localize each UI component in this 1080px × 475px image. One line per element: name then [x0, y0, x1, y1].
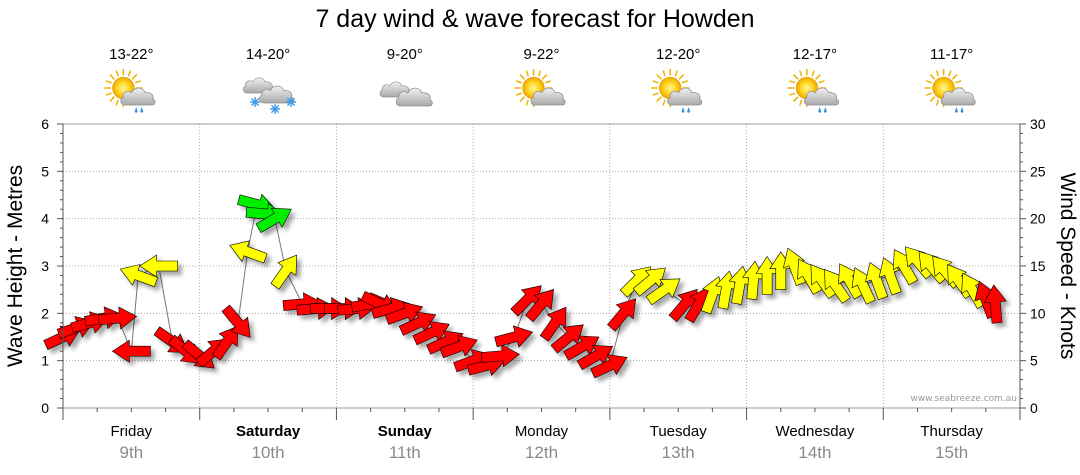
rain-icon — [134, 107, 144, 113]
left-y-axis: 0 1 2 3 4 5 6 — [41, 116, 64, 416]
sun-cloud-rain-icon — [104, 68, 156, 113]
wind-arrow — [851, 267, 876, 305]
credit-text: www.seabreeze.com.au — [910, 394, 1017, 404]
left-axis-label: Wave Height - Metres — [4, 165, 27, 367]
wind-arrow — [539, 306, 567, 342]
day-name-label: Sunday — [378, 423, 433, 440]
right-y-axis: 0 5 10 15 20 25 30 — [1019, 116, 1046, 416]
rain-icon — [681, 107, 691, 113]
wind-arrow — [480, 344, 520, 368]
snow-icon — [286, 97, 297, 107]
wind-arrow — [550, 324, 584, 354]
wind-arrow — [111, 339, 151, 363]
temperature-range: 11-17° — [930, 46, 973, 63]
wind-arrow — [632, 267, 666, 297]
day-date-label: 15th — [935, 443, 968, 462]
wind-arrow — [525, 288, 555, 323]
left-tick-label: 4 — [41, 211, 49, 227]
wind-arrow — [607, 298, 637, 332]
temperature-range: 9-22° — [523, 46, 559, 63]
day-date-label: 11th — [389, 443, 421, 462]
left-tick-label: 6 — [41, 116, 49, 132]
wind-arrow — [590, 354, 628, 379]
temperature-range: 9-20° — [387, 46, 423, 63]
x-axis: Friday 9th Saturday 10th Sunday 11th Monday 12t… — [62, 408, 1021, 462]
day-name-label: Thursday — [920, 423, 983, 440]
day-name-label: Friday — [111, 423, 153, 440]
temperature-range: 12-17° — [793, 46, 837, 63]
day-date-label: 14th — [798, 443, 831, 462]
right-axis-label: Wind Speed - Knots — [1056, 173, 1079, 360]
rain-icon — [955, 107, 964, 113]
day-date-label: 10th — [252, 443, 285, 462]
wind-arrows — [43, 193, 1007, 379]
wind-arrow — [98, 306, 138, 330]
right-tick-label: 30 — [1030, 116, 1046, 132]
temperature-range: 14-20° — [246, 46, 290, 63]
wind-arrow — [270, 254, 298, 290]
cloud-snow-icon — [243, 77, 297, 114]
wind-arrow — [645, 278, 681, 306]
right-tick-label: 0 — [1030, 400, 1038, 416]
left-tick-label: 0 — [41, 400, 49, 416]
weather-row: 13-22° 14-20° 9-20° 9-22° 12-20° 12-17° 11-17° — [104, 46, 976, 114]
sun-cloud-rain-icon — [650, 68, 703, 113]
wind-arrow — [824, 268, 851, 304]
day-name-label: Monday — [515, 423, 569, 440]
wind-arrow — [211, 325, 239, 361]
temperature-range: 12-20° — [656, 46, 700, 63]
left-tick-label: 5 — [41, 163, 49, 179]
wind-arrow — [255, 207, 292, 233]
day-name-label: Tuesday — [650, 423, 707, 440]
left-tick-label: 1 — [41, 353, 49, 369]
wind-arrow — [229, 240, 268, 264]
temperature-range: 13-22° — [109, 46, 153, 63]
right-tick-label: 5 — [1030, 353, 1038, 369]
sun-cloud-rain-icon — [787, 68, 839, 113]
snow-icon — [250, 97, 261, 107]
day-date-label: 9th — [120, 443, 144, 462]
day-name-label: Saturday — [236, 423, 301, 440]
right-tick-label: 25 — [1030, 163, 1046, 179]
wind-arrow — [439, 335, 478, 359]
day-date-label: 13th — [662, 443, 695, 462]
sun-cloud-icon — [514, 68, 566, 108]
wind-arrow — [983, 284, 1007, 324]
snow-icon — [270, 104, 281, 114]
wind-arrow — [384, 301, 424, 325]
cloud-icon — [379, 81, 433, 107]
day-date-label: 12th — [525, 443, 558, 462]
right-tick-label: 15 — [1030, 258, 1046, 274]
wind-arrow — [119, 264, 159, 288]
right-tick-label: 10 — [1030, 305, 1046, 321]
left-tick-label: 3 — [41, 258, 49, 274]
day-name-label: Wednesday — [775, 423, 854, 440]
wind-arrow — [221, 304, 251, 338]
wind-arrow — [139, 254, 178, 278]
left-tick-label: 2 — [41, 305, 49, 321]
wind-arrow — [494, 325, 534, 348]
sun-cloud-rain-icon — [924, 68, 976, 113]
chart-title: 7 day wind & wave forecast for Howden — [315, 5, 754, 33]
rain-icon — [818, 107, 827, 113]
right-tick-label: 20 — [1030, 211, 1046, 227]
